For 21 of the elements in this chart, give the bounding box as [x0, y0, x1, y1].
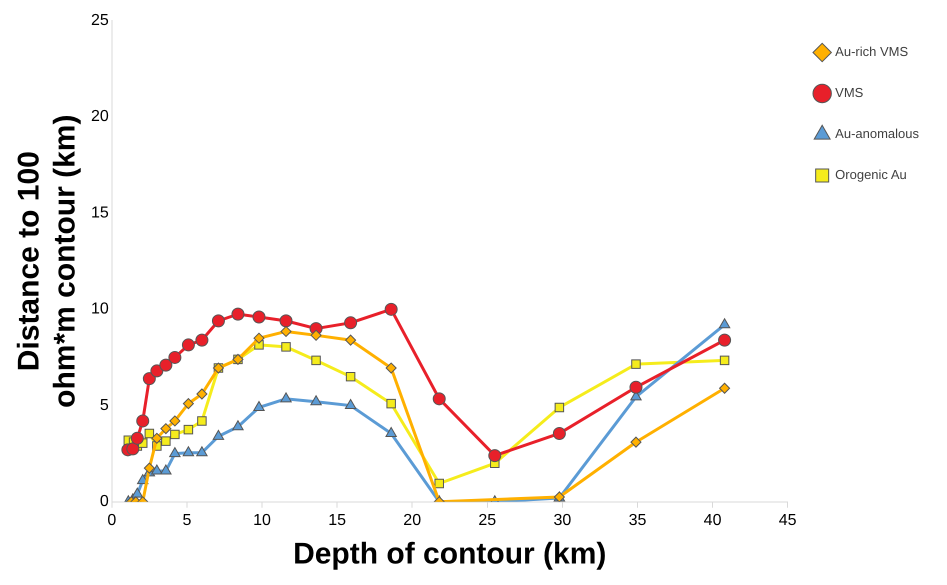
y-axis-title: Distance to 100 ohm*m contour (km)	[12, 114, 82, 408]
y-tick-label: 15	[91, 204, 109, 222]
y-tick-label: 5	[100, 396, 109, 414]
x-tick-label: 45	[778, 512, 797, 529]
x-tick-label: 25	[478, 512, 496, 529]
y-tick-label: 10	[91, 300, 109, 318]
y-tick-label: 20	[91, 108, 109, 126]
x-tick-label: 30	[553, 512, 572, 529]
y-tick-label: 0	[100, 493, 109, 510]
x-tick-label: 10	[253, 512, 271, 529]
x-tick-label: 15	[328, 512, 346, 529]
legend-label: VMS	[835, 85, 864, 100]
legend-label: Au-rich VMS	[835, 44, 908, 60]
x-tick-label: 35	[628, 512, 646, 529]
x-tick-label: 40	[704, 512, 722, 529]
x-axis-title: Depth of contour (km)	[293, 537, 606, 570]
y-tick-label: 25	[91, 12, 109, 30]
x-tick-label: 20	[403, 512, 422, 529]
legend-label: Orogenic Au	[835, 167, 907, 182]
legend-label: Au-anomalous	[835, 126, 920, 142]
x-tick-label: 5	[182, 512, 192, 529]
